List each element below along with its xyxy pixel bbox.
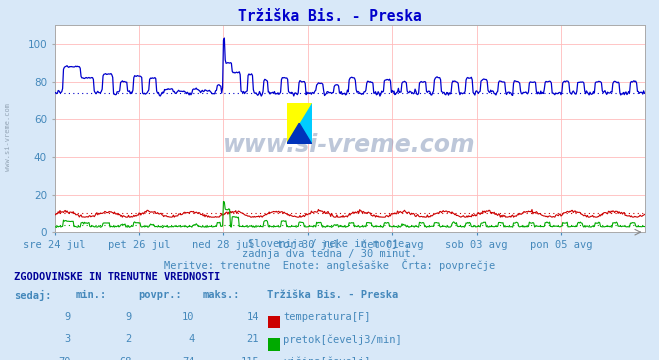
Text: ZGODOVINSKE IN TRENUTNE VREDNOSTI: ZGODOVINSKE IN TRENUTNE VREDNOSTI xyxy=(14,272,221,282)
Text: Tržiška Bis. - Preska: Tržiška Bis. - Preska xyxy=(267,290,398,300)
Text: 14: 14 xyxy=(246,312,259,322)
Text: 70: 70 xyxy=(58,357,71,360)
Text: pretok[čevelj3/min]: pretok[čevelj3/min] xyxy=(283,334,402,345)
Text: 74: 74 xyxy=(182,357,194,360)
Polygon shape xyxy=(287,103,312,144)
Text: 2: 2 xyxy=(126,334,132,345)
Text: 115: 115 xyxy=(241,357,259,360)
Text: Slovenija / reke in morje.: Slovenija / reke in morje. xyxy=(248,239,411,249)
Text: 68: 68 xyxy=(119,357,132,360)
Text: povpr.:: povpr.: xyxy=(138,290,182,300)
Text: sedaj:: sedaj: xyxy=(14,290,52,301)
Text: 9: 9 xyxy=(126,312,132,322)
Text: 10: 10 xyxy=(182,312,194,322)
Text: 21: 21 xyxy=(246,334,259,345)
Text: zadnja dva tedna / 30 minut.: zadnja dva tedna / 30 minut. xyxy=(242,249,417,259)
Text: 9: 9 xyxy=(65,312,71,322)
Text: Tržiška Bis. - Preska: Tržiška Bis. - Preska xyxy=(238,9,421,24)
Text: min.:: min.: xyxy=(76,290,107,300)
Text: www.si-vreme.com: www.si-vreme.com xyxy=(223,133,476,157)
Polygon shape xyxy=(287,103,312,144)
Text: maks.:: maks.: xyxy=(203,290,241,300)
Text: višina[čevelj]: višina[čevelj] xyxy=(283,357,371,360)
Polygon shape xyxy=(287,123,312,144)
Text: Meritve: trenutne  Enote: anglešaške  Črta: povprečje: Meritve: trenutne Enote: anglešaške Črta… xyxy=(164,259,495,271)
Text: 3: 3 xyxy=(65,334,71,345)
Text: 4: 4 xyxy=(188,334,194,345)
Text: www.si-vreme.com: www.si-vreme.com xyxy=(5,103,11,171)
Text: temperatura[F]: temperatura[F] xyxy=(283,312,371,322)
